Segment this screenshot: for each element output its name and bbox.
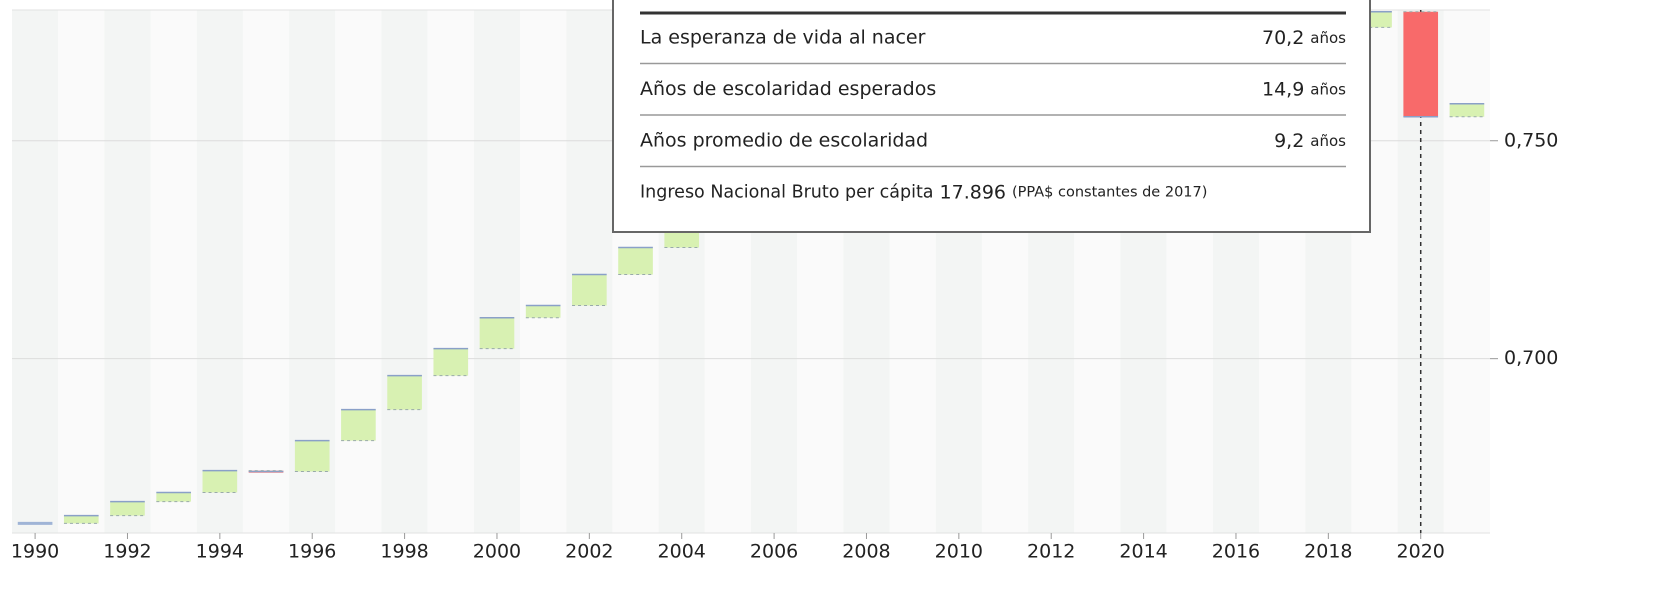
x-tick-label: 2014 bbox=[1119, 541, 1167, 563]
x-tick-label: 2012 bbox=[1027, 541, 1075, 563]
waterfall-bar bbox=[202, 470, 238, 493]
band bbox=[242, 10, 290, 533]
x-tick-label: 2004 bbox=[658, 541, 706, 563]
tooltip-unit: años bbox=[1310, 80, 1346, 98]
x-tick-label: 1994 bbox=[196, 541, 244, 563]
waterfall-bar bbox=[387, 375, 422, 410]
x-tick-label: 2018 bbox=[1304, 541, 1352, 563]
tooltip-number: 14,9 bbox=[1262, 78, 1304, 100]
band bbox=[196, 10, 243, 533]
x-tick-label: 2020 bbox=[1397, 541, 1445, 563]
band bbox=[58, 10, 105, 533]
waterfall-bar bbox=[433, 348, 469, 376]
band bbox=[12, 10, 59, 533]
tooltip-unit: (PPA$ constantes de 2017) bbox=[1012, 185, 1207, 201]
waterfall-bar bbox=[63, 515, 99, 524]
waterfall-bar bbox=[294, 440, 330, 472]
tooltip-value: 9,2 años bbox=[1274, 130, 1346, 152]
waterfall-bar bbox=[525, 305, 561, 318]
tooltip-label: Años promedio de escolaridad bbox=[640, 130, 928, 152]
waterfall-bar bbox=[664, 228, 700, 248]
tooltip-box bbox=[612, 0, 1371, 233]
x-tick-label: 1998 bbox=[380, 541, 428, 563]
band bbox=[381, 10, 428, 533]
tooltip-unit: años bbox=[1310, 29, 1346, 47]
x-tick-label: 2002 bbox=[565, 541, 613, 563]
tooltip-value: 14,9 años bbox=[1262, 78, 1346, 100]
x-tick-label: 1990 bbox=[11, 541, 59, 563]
y-tick-label: 0,750 bbox=[1504, 129, 1558, 151]
x-tick-label: 2010 bbox=[935, 541, 983, 563]
x-tick-label: 2016 bbox=[1212, 541, 1260, 563]
tooltip-value: 70,2 años bbox=[1262, 27, 1346, 49]
waterfall-bar bbox=[572, 274, 607, 306]
band bbox=[473, 10, 521, 533]
tooltip-number: 17.896 bbox=[940, 181, 1006, 203]
waterfall-bar bbox=[479, 317, 515, 349]
tooltip-number: 70,2 bbox=[1262, 27, 1304, 49]
tooltip-unit: años bbox=[1310, 132, 1346, 150]
x-tick-label: 2008 bbox=[842, 541, 890, 563]
waterfall-bar bbox=[618, 247, 653, 275]
tooltip: La esperanza de vida al nacer 70,2 años Año… bbox=[612, 0, 1371, 233]
waterfall-bar bbox=[1449, 103, 1485, 117]
waterfall-bar bbox=[156, 492, 191, 502]
grid: 0,700 0,750 1990 1992 1994 1996 1998 2000 2002 20… bbox=[11, 9, 1558, 563]
x-tick-label: 2006 bbox=[750, 541, 798, 563]
band bbox=[566, 10, 613, 533]
tooltip-label: Ingreso Nacional Bruto per cápita 17.896 (… bbox=[640, 181, 1207, 203]
band bbox=[335, 10, 382, 533]
tooltip-label: La esperanza de vida al nacer bbox=[640, 27, 926, 49]
y-tick-label: 0,700 bbox=[1504, 347, 1558, 369]
waterfall-bar bbox=[110, 501, 145, 516]
band bbox=[104, 10, 151, 533]
band bbox=[1443, 10, 1490, 533]
band bbox=[427, 10, 474, 533]
x-tick-label: 1992 bbox=[103, 541, 151, 563]
x-tick-label: 1996 bbox=[288, 541, 336, 563]
x-tick-label: 2000 bbox=[473, 541, 521, 563]
waterfall-bar bbox=[1403, 11, 1439, 117]
band bbox=[520, 10, 567, 533]
tooltip-label-text: Ingreso Nacional Bruto per cápita bbox=[640, 183, 934, 203]
waterfall-bar bbox=[341, 409, 376, 441]
band bbox=[150, 10, 197, 533]
tooltip-label: Años de escolaridad esperados bbox=[640, 78, 936, 100]
tooltip-number: 9,2 bbox=[1274, 130, 1304, 152]
